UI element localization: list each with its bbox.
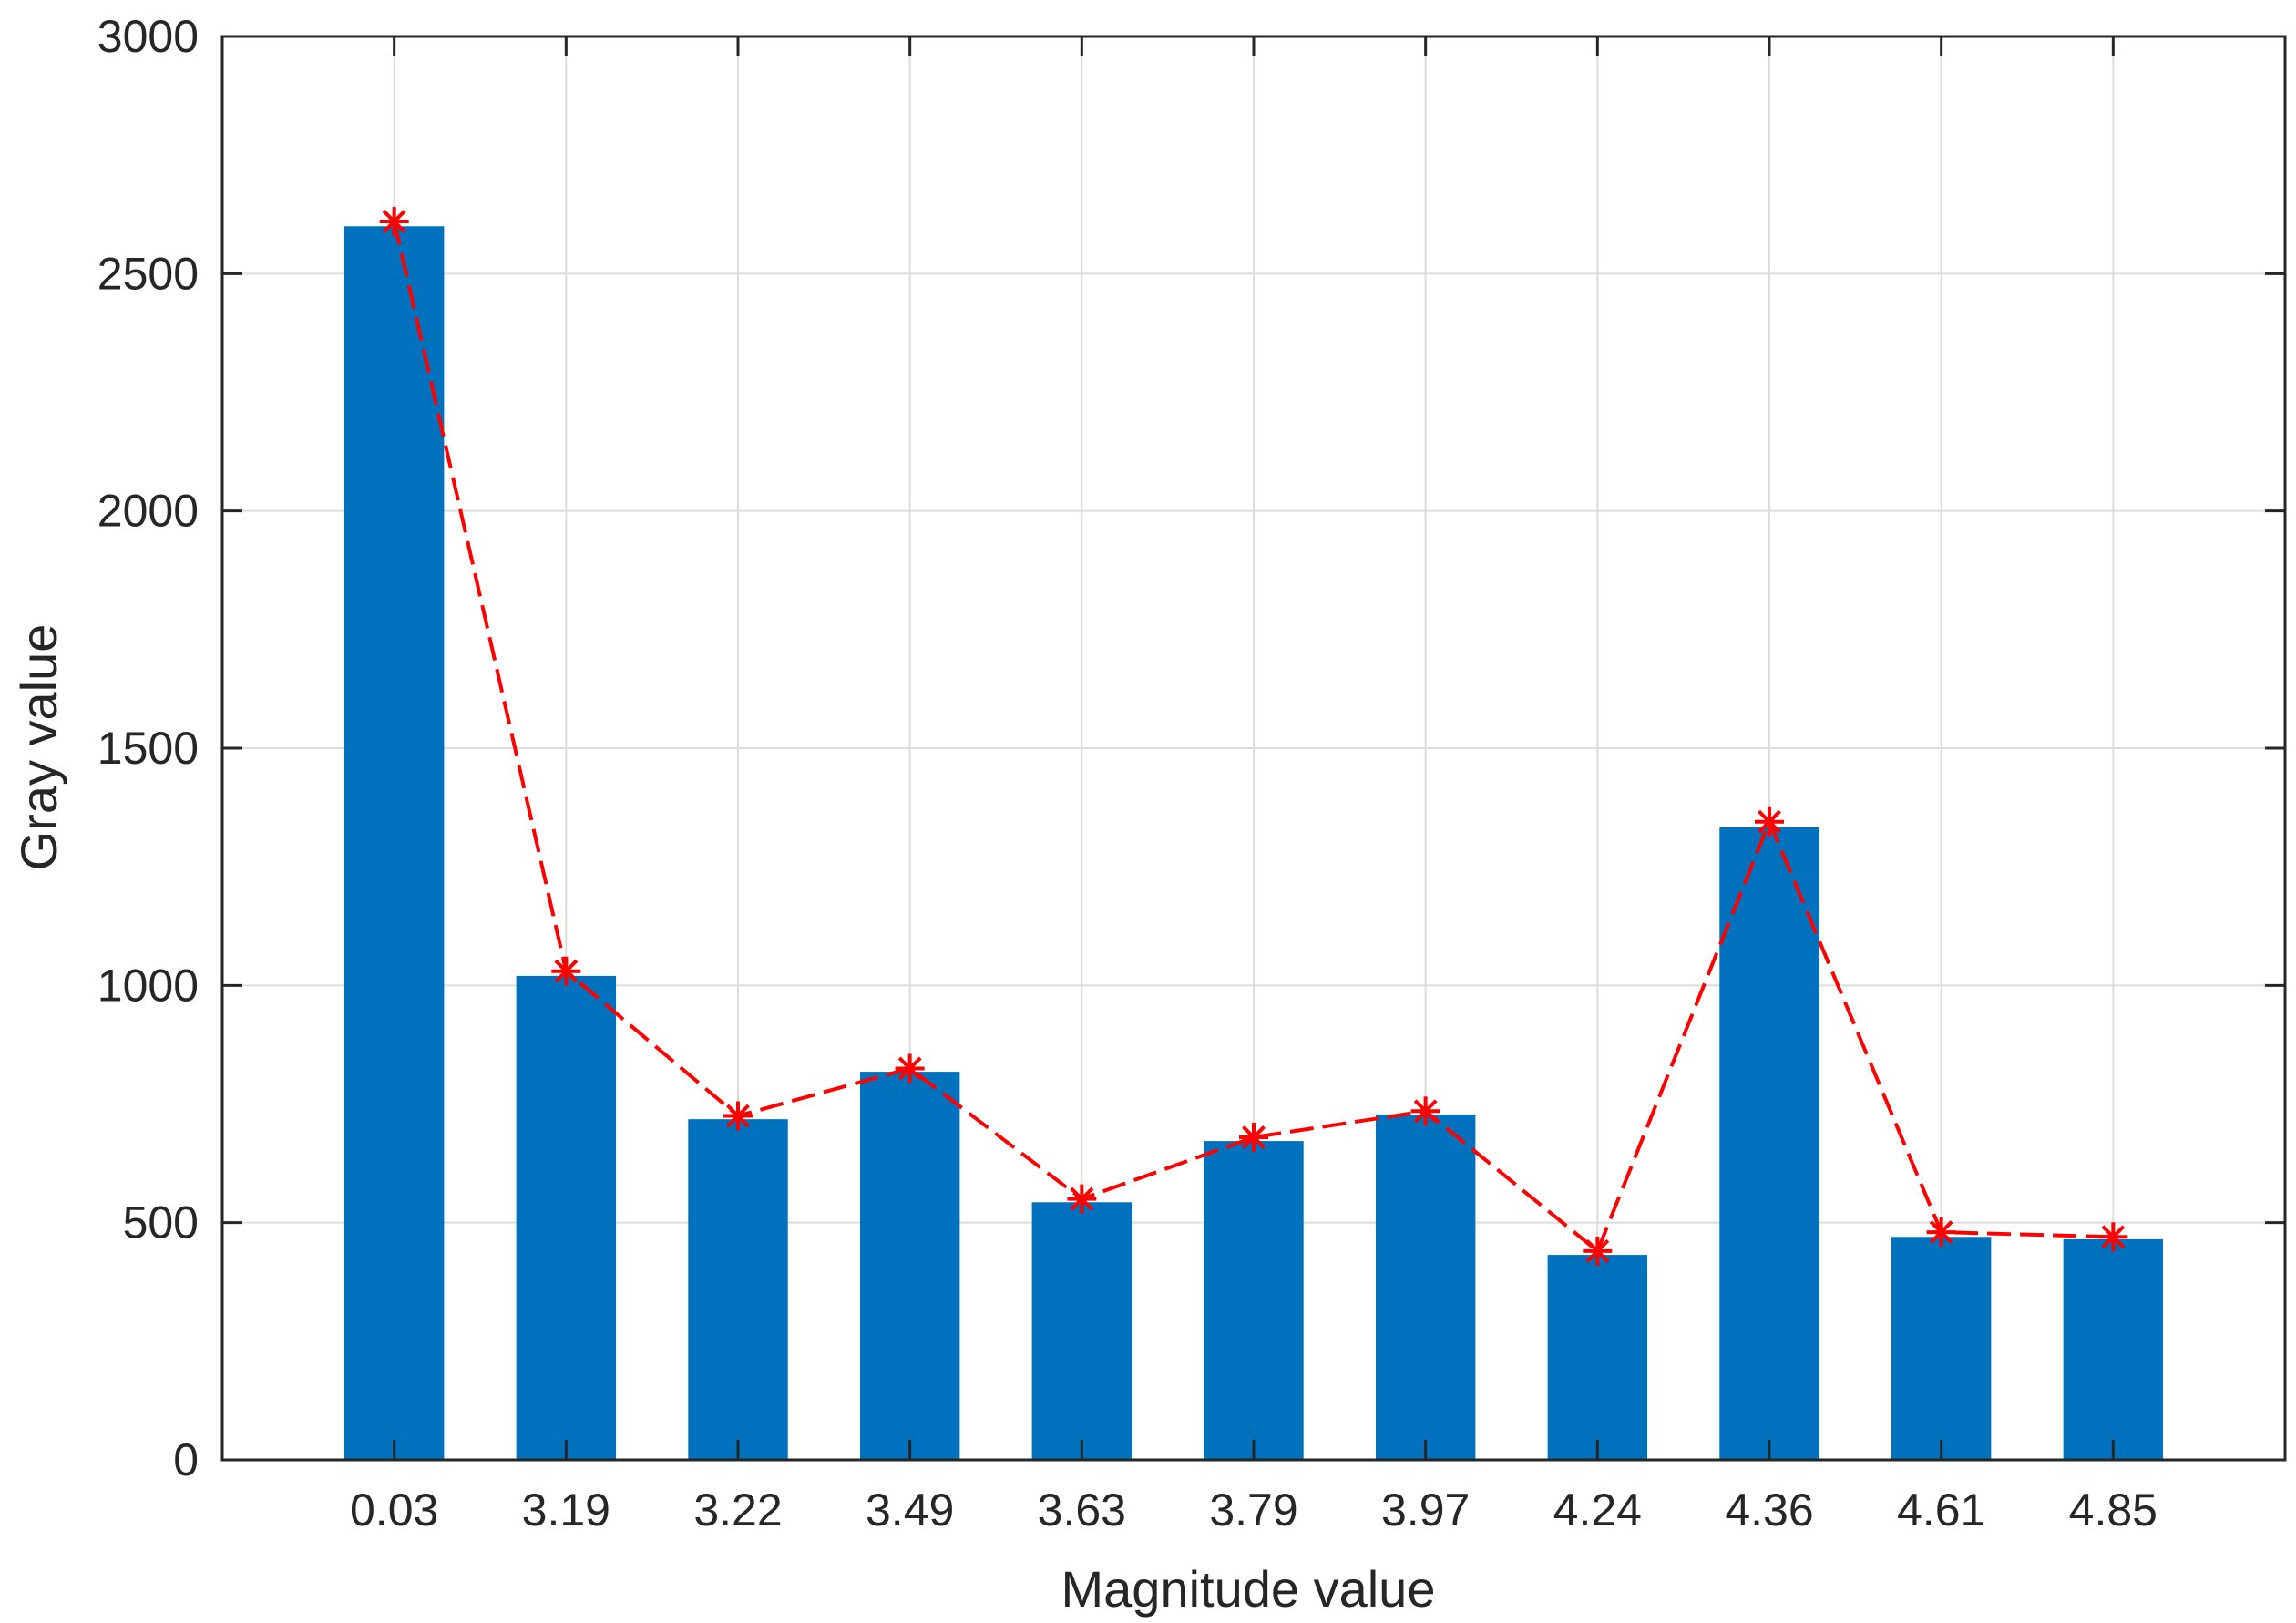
y-axis-title: Gray value [10, 624, 67, 871]
y-tick-label: 2500 [97, 248, 199, 299]
x-tick-label: 3.63 [1038, 1484, 1126, 1536]
bar [1891, 1237, 1992, 1460]
marker-stroke [726, 1104, 750, 1128]
bar [1031, 1202, 1133, 1460]
bar-series [343, 226, 2164, 1461]
x-tick-label: 4.24 [1553, 1484, 1642, 1536]
x-tick-label: 3.19 [522, 1484, 610, 1536]
y-tick-label: 1000 [97, 960, 199, 1011]
line-point-marker [1583, 1236, 1613, 1266]
marker-stroke [897, 1056, 922, 1081]
marker-stroke [1242, 1125, 1266, 1149]
bar [1719, 827, 1819, 1460]
line-point-marker [1239, 1122, 1268, 1152]
y-tick-label: 3000 [97, 11, 199, 62]
line-point-marker [895, 1053, 925, 1084]
bar [1375, 1114, 1476, 1460]
y-tick-label: 500 [123, 1197, 199, 1248]
line-point-marker [1755, 806, 1784, 837]
bar [343, 226, 445, 1461]
series-line [392, 221, 2114, 1255]
bar [2063, 1238, 2164, 1460]
line-point-marker [379, 207, 409, 237]
bar [1204, 1141, 1304, 1460]
x-tick-label: 3.49 [866, 1484, 954, 1536]
marker-stroke [1413, 1099, 1438, 1124]
line-point-marker [1067, 1184, 1097, 1214]
x-axis-title: Magnitude value [1061, 1560, 1436, 1618]
line-point-marker [2098, 1222, 2128, 1252]
marker-stroke [554, 959, 579, 983]
y-axis-ticks: 0 500 1000 1500 2000 2500 3000 [97, 11, 2285, 1485]
marker-stroke [382, 210, 406, 233]
x-tick-label: 3.79 [1209, 1484, 1297, 1536]
x-tick-label: 0.03 [350, 1484, 438, 1536]
x-tick-label: 3.22 [693, 1484, 782, 1536]
bar [859, 1072, 960, 1460]
x-axis-ticks: 0.03 3.19 3.22 3.49 3.63 3.79 3.97 4.24 4.36 4.61… [350, 36, 2158, 1536]
line-point-marker [551, 956, 581, 986]
x-tick-label: 4.36 [1725, 1484, 1813, 1536]
marker-stroke [1070, 1186, 1094, 1211]
marker-stroke [1758, 809, 1781, 834]
marker-stroke [1585, 1238, 1610, 1263]
line-point-marker [1410, 1096, 1440, 1126]
marker-stroke [2101, 1225, 2126, 1249]
y-tick-label: 0 [173, 1434, 199, 1485]
bar [1547, 1255, 1648, 1460]
marker-stroke [1929, 1220, 1953, 1245]
bar [688, 1119, 788, 1460]
line-series [379, 207, 2128, 1266]
y-tick-label: 2000 [97, 486, 199, 537]
y-tick-label: 1500 [97, 723, 199, 774]
x-tick-label: 4.85 [2069, 1484, 2158, 1536]
x-tick-label: 3.97 [1381, 1484, 1470, 1536]
bar [516, 975, 617, 1460]
line-point-marker [1926, 1217, 1956, 1248]
x-tick-label: 4.61 [1897, 1484, 1985, 1536]
line-point-marker [723, 1101, 753, 1131]
